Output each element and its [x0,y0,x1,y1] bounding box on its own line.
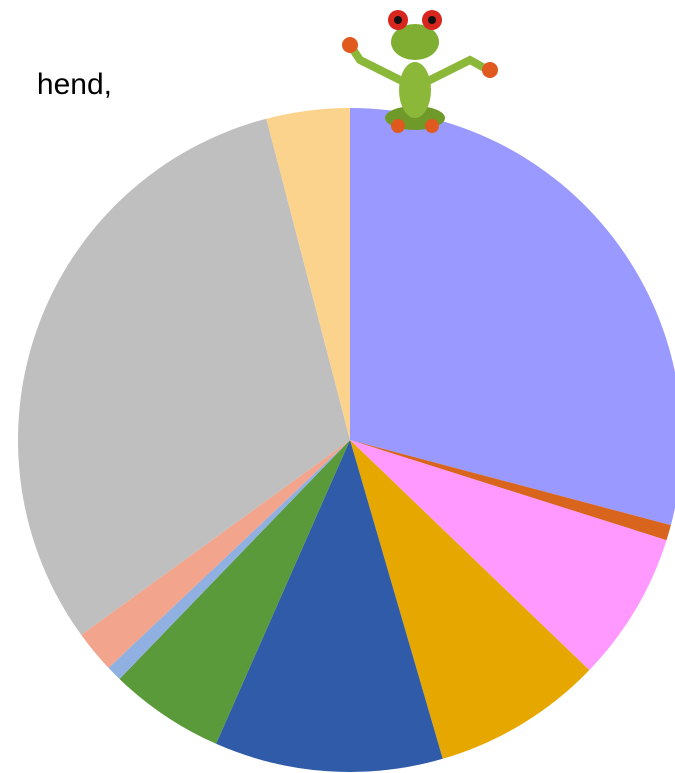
pie-slice [266,108,350,440]
pie-slice [216,440,443,772]
frog-illustration [342,10,498,133]
pie-slice [81,440,350,668]
pie-slice [350,440,590,759]
pie-slice [350,440,667,671]
pie-slice [18,118,351,635]
pie-slice [350,440,671,541]
pie-slice [108,440,350,679]
caption-fragment: hend, [37,68,112,101]
pie-slice [119,440,350,744]
pie-slice [350,108,675,526]
pie [18,108,675,772]
